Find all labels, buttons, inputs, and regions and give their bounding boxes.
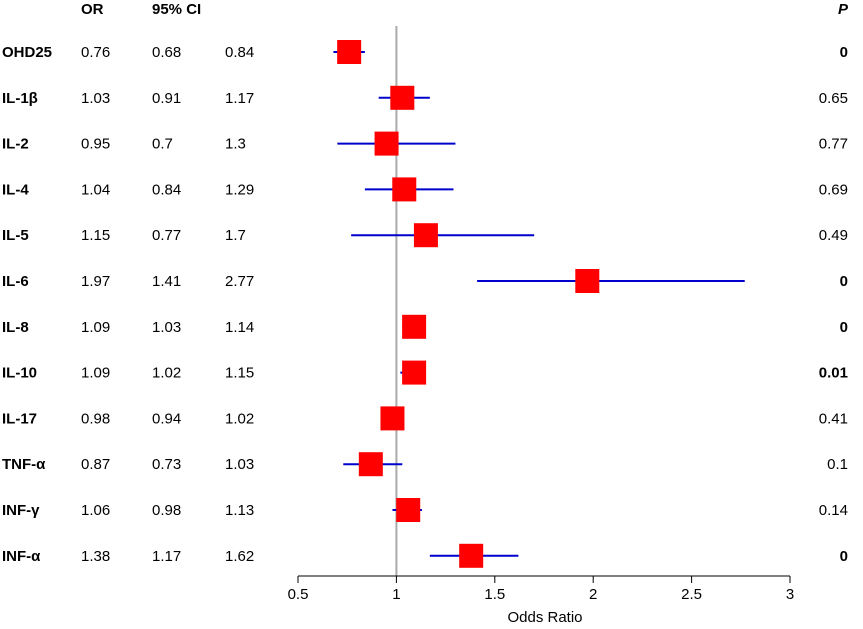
row-label: IL-17	[2, 410, 37, 427]
forest-row: TNF-α 0.87 0.73 1.03 0.1	[2, 452, 848, 477]
or-marker	[392, 177, 417, 202]
row-label: INF-γ	[2, 502, 40, 519]
ci-high-value: 1.13	[225, 502, 254, 519]
or-marker	[413, 223, 438, 248]
forest-row: INF-α 1.38 1.17 1.62 0	[2, 543, 848, 568]
row-label: IL-1β	[2, 90, 38, 107]
tick-label: 1	[392, 586, 400, 603]
row-label: INF-α	[2, 548, 41, 565]
ci-low-value: 0.91	[152, 90, 181, 107]
ci-high-value: 1.29	[225, 181, 254, 198]
forest-row: IL-17 0.98 0.94 1.02 0.41	[2, 406, 848, 431]
row-label: IL-6	[2, 273, 29, 290]
p-value: 0.77	[819, 136, 848, 153]
p-value: 0.1	[827, 456, 848, 473]
ci-high-value: 2.77	[225, 273, 254, 290]
forest-row: IL-1β 1.03 0.91 1.17 0.65	[2, 85, 848, 110]
or-marker	[374, 131, 399, 156]
forest-row: IL-6 1.97 1.41 2.77 0	[2, 269, 848, 293]
forest-row: IL-10 1.09 1.02 1.15 0.01	[2, 360, 848, 385]
row-label: IL-4	[2, 181, 29, 198]
forest-row: IL-8 1.09 1.03 1.14 0	[2, 314, 848, 339]
forest-row: IL-5 1.15 0.77 1.7 0.49	[2, 223, 848, 248]
p-value: 0.14	[819, 502, 848, 519]
ci-high-value: 1.02	[225, 410, 254, 427]
forest-row: INF-γ 1.06 0.98 1.13 0.14	[2, 498, 848, 522]
p-value: 0	[840, 44, 848, 61]
p-value: 0.65	[819, 90, 848, 107]
tick-label: 2	[589, 586, 597, 603]
or-marker	[402, 314, 427, 339]
tick-label: 1.5	[484, 586, 505, 603]
row-label: IL-5	[2, 227, 29, 244]
or-value: 0.95	[81, 136, 110, 153]
forest-row: IL-2 0.95 0.7 1.3 0.77	[2, 131, 848, 156]
x-axis: 0.5 1 1.5 2 2.5 3	[288, 575, 794, 603]
or-marker	[459, 543, 484, 568]
or-marker	[380, 406, 405, 431]
ci-high-value: 1.17	[225, 90, 254, 107]
p-value: 0.41	[819, 410, 848, 427]
or-value: 1.38	[81, 548, 110, 565]
p-value: 0.49	[819, 227, 848, 244]
tick-label: 0.5	[288, 586, 309, 603]
ci-high-value: 1.62	[225, 548, 254, 565]
ci-low-value: 0.73	[152, 456, 181, 473]
ci-low-value: 0.84	[152, 181, 181, 198]
forest-row: OHD25 0.76 0.68 0.84 0	[2, 40, 848, 64]
or-marker	[575, 269, 600, 293]
tick-label: 3	[786, 586, 794, 603]
ci-header: 95% CI	[152, 1, 201, 18]
row-label: IL-10	[2, 365, 37, 382]
ci-high-value: 1.14	[225, 319, 254, 336]
or-marker	[402, 360, 427, 385]
or-marker	[337, 40, 362, 64]
or-value: 1.09	[81, 365, 110, 382]
or-value: 1.03	[81, 90, 110, 107]
or-header: OR	[81, 1, 104, 18]
ci-low-value: 0.7	[152, 136, 173, 153]
or-value: 0.87	[81, 456, 110, 473]
p-value: 0	[840, 548, 848, 565]
column-headers: OR 95% CI P	[81, 1, 849, 18]
row-label: IL-2	[2, 136, 29, 153]
or-value: 1.04	[81, 181, 110, 198]
p-value: 0.01	[819, 365, 848, 382]
p-header: P	[838, 1, 849, 18]
p-value: 0.69	[819, 181, 848, 198]
ci-low-value: 1.41	[152, 273, 181, 290]
tick-label: 2.5	[681, 586, 702, 603]
or-value: 0.98	[81, 410, 110, 427]
ci-low-value: 0.98	[152, 502, 181, 519]
ci-low-value: 1.03	[152, 319, 181, 336]
ci-low-value: 0.94	[152, 410, 181, 427]
or-value: 1.97	[81, 273, 110, 290]
ci-high-value: 0.84	[225, 44, 254, 61]
forest-row: IL-4 1.04 0.84 1.29 0.69	[2, 177, 848, 202]
row-label: TNF-α	[2, 456, 46, 473]
or-value: 1.06	[81, 502, 110, 519]
ci-low-value: 0.68	[152, 44, 181, 61]
ci-high-value: 1.15	[225, 365, 254, 382]
ci-low-value: 1.02	[152, 365, 181, 382]
ci-low-value: 1.17	[152, 548, 181, 565]
or-marker	[358, 452, 383, 477]
or-marker	[396, 498, 421, 522]
forest-rows: OHD25 0.76 0.68 0.84 0IL-1β 1.03 0.91 1.17 0.65I…	[2, 40, 848, 568]
x-axis-label: Odds Ratio	[507, 609, 582, 626]
or-value: 0.76	[81, 44, 110, 61]
or-value: 1.15	[81, 227, 110, 244]
row-label: OHD25	[2, 44, 52, 61]
ci-high-value: 1.3	[225, 136, 246, 153]
p-value: 0	[840, 273, 848, 290]
ci-low-value: 0.77	[152, 227, 181, 244]
ci-high-value: 1.03	[225, 456, 254, 473]
or-value: 1.09	[81, 319, 110, 336]
ci-high-value: 1.7	[225, 227, 246, 244]
row-label: IL-8	[2, 319, 29, 336]
or-marker	[390, 85, 415, 110]
p-value: 0	[840, 319, 848, 336]
